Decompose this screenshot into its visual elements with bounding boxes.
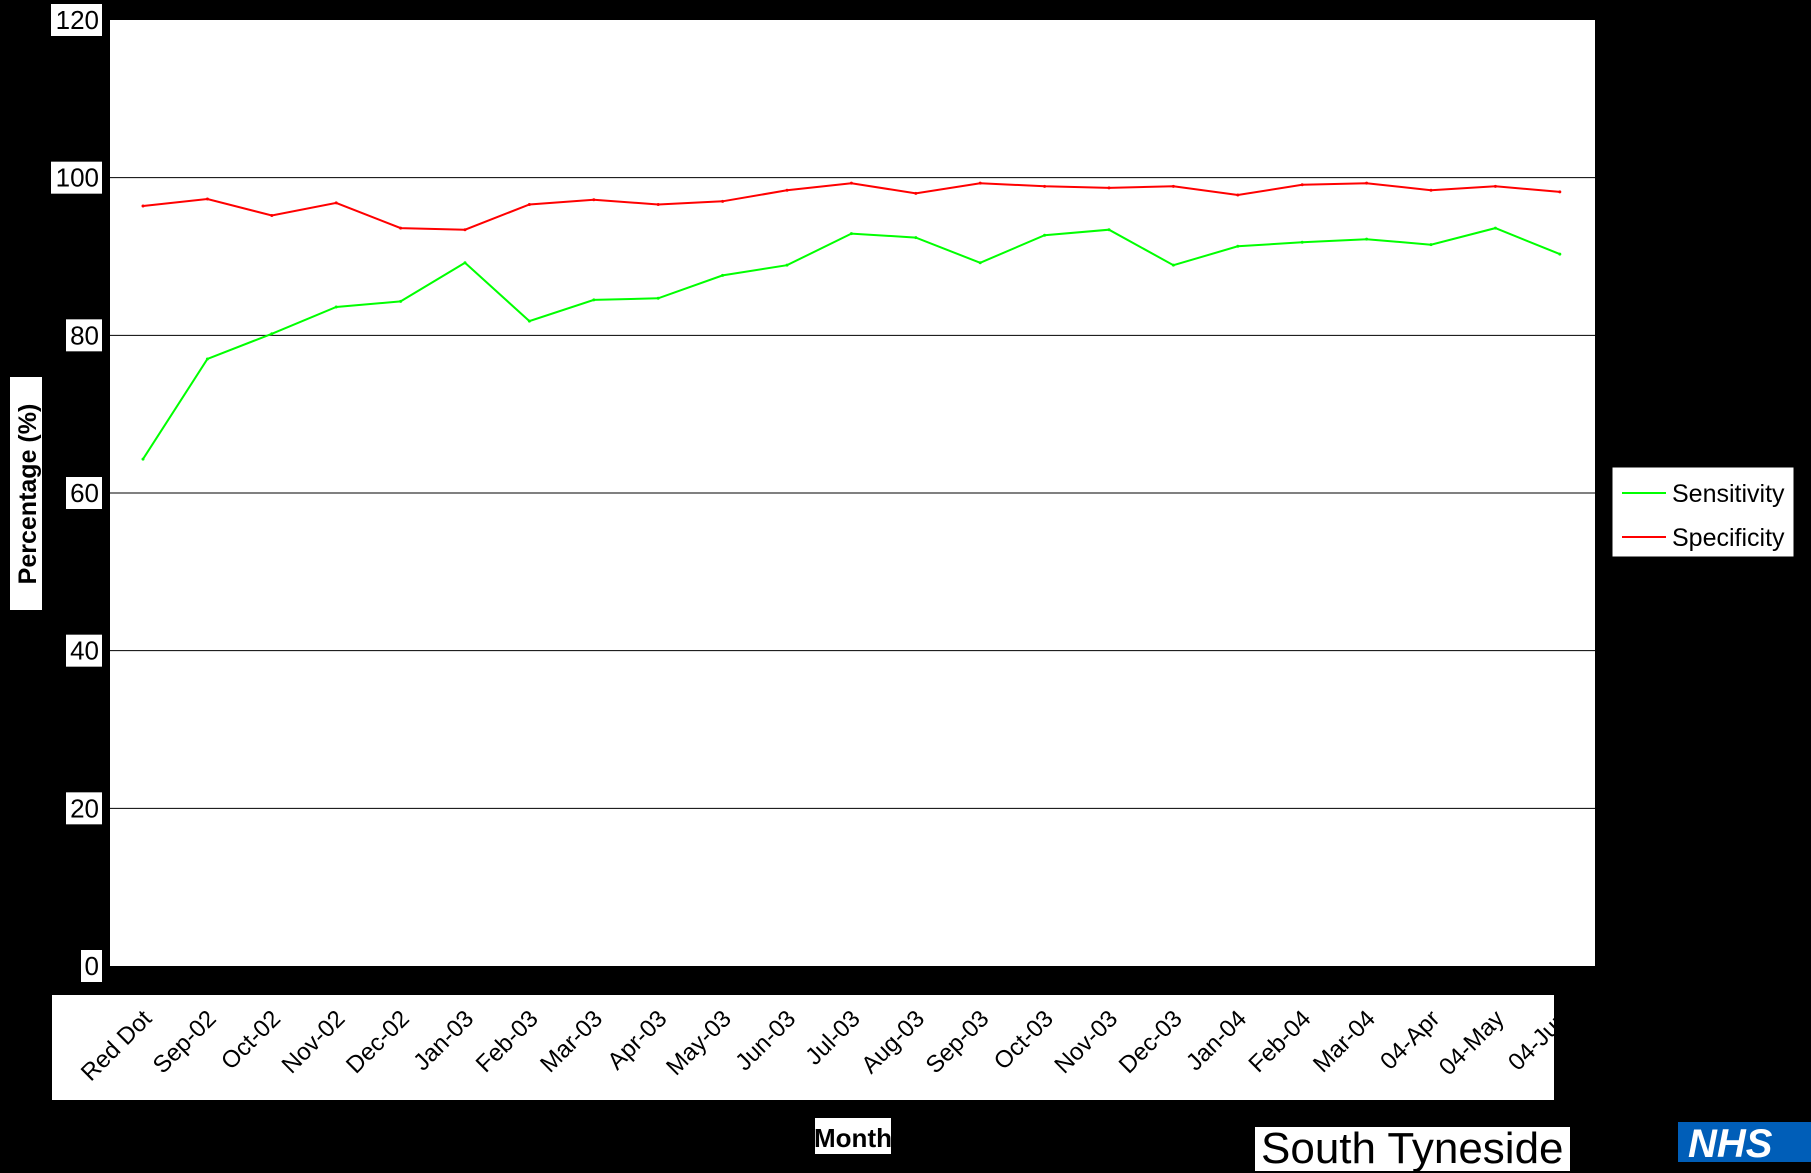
data-point-specificity (1558, 190, 1562, 194)
y-tick-label-bg (66, 477, 102, 509)
data-point-specificity (527, 202, 531, 206)
data-point-specificity (1107, 186, 1111, 190)
data-point-specificity (205, 197, 209, 201)
data-point-specificity (721, 199, 725, 203)
data-point-sensitivity (270, 332, 274, 336)
y-tick-label-bg (66, 792, 102, 825)
data-point-sensitivity (721, 273, 725, 277)
data-point-sensitivity (1300, 240, 1304, 244)
data-point-sensitivity (1365, 237, 1369, 241)
series-lines (141, 181, 1562, 461)
legend-label-specificity: Specificity (1672, 524, 1785, 552)
data-point-sensitivity (334, 305, 338, 309)
data-point-specificity (978, 181, 982, 185)
data-point-sensitivity (1493, 226, 1497, 230)
data-point-specificity (399, 226, 403, 230)
x-axis-title-text: Month (814, 1123, 892, 1153)
nhs-logo: NHS (1678, 1122, 1811, 1162)
data-point-specificity (1043, 184, 1047, 188)
data-point-sensitivity (849, 232, 853, 236)
data-point-specificity (785, 188, 789, 192)
data-point-specificity (1493, 184, 1497, 188)
data-point-sensitivity (1171, 263, 1175, 267)
data-point-specificity (334, 201, 338, 205)
data-point-specificity (914, 191, 918, 195)
y-tick-label: 20 (70, 793, 99, 823)
data-point-specificity (592, 198, 596, 202)
y-axis-title-text: Percentage (%) (14, 404, 42, 585)
y-tick-label: 100 (56, 163, 99, 193)
data-point-sensitivity (785, 263, 789, 267)
data-point-sensitivity (978, 261, 982, 265)
y-tick-label: 0 (85, 951, 99, 981)
data-point-specificity (1236, 193, 1240, 197)
legend: Sensitivity Specificity (1611, 466, 1795, 558)
y-tick-label-bg (66, 319, 102, 352)
y-tick-label-bg (81, 950, 102, 982)
y-tick-label-bg (51, 4, 102, 36)
data-point-specificity (656, 202, 660, 206)
data-point-sensitivity (914, 236, 918, 240)
data-point-sensitivity (1429, 243, 1433, 247)
gridlines (110, 177, 1595, 809)
y-tick-label-bg (66, 634, 102, 667)
data-point-sensitivity (1558, 252, 1562, 256)
y-tick-label: 60 (70, 478, 99, 508)
data-point-sensitivity (463, 261, 467, 265)
data-point-specificity (1365, 181, 1369, 185)
data-point-sensitivity (399, 299, 403, 303)
data-point-sensitivity (656, 296, 660, 300)
data-point-specificity (1300, 183, 1304, 187)
data-point-specificity (141, 204, 145, 208)
y-tick-label-bg (51, 161, 102, 194)
legend-box (1611, 466, 1795, 558)
data-point-specificity (270, 214, 274, 218)
x-axis-title: Month (814, 1118, 892, 1154)
x-axis-ticks: Red DotSep-02Oct-02Nov-02Dec-02Jan-03Feb… (52, 966, 1574, 1100)
south-tyneside-brand: South Tyneside (1255, 1127, 1570, 1171)
data-point-specificity (1171, 184, 1175, 188)
data-point-specificity (1429, 188, 1433, 192)
y-tick-label: 40 (70, 636, 99, 666)
data-point-specificity (849, 181, 853, 185)
data-point-sensitivity (1107, 228, 1111, 232)
y-axis-ticks: 0 20 40 60 80 100 120 (51, 4, 102, 982)
y-axis-title: Percentage (%) (10, 377, 42, 610)
data-point-specificity (463, 228, 467, 232)
data-point-sensitivity (205, 357, 209, 361)
data-point-sensitivity (1043, 233, 1047, 237)
x-tick-label-band (52, 995, 1554, 1100)
y-tick-label: 80 (70, 320, 99, 350)
data-point-sensitivity (592, 298, 596, 302)
y-tick-label: 120 (56, 5, 99, 35)
legend-label-sensitivity: Sensitivity (1672, 480, 1785, 508)
data-point-sensitivity (141, 457, 145, 461)
data-point-sensitivity (1236, 244, 1240, 248)
data-point-sensitivity (527, 319, 531, 323)
